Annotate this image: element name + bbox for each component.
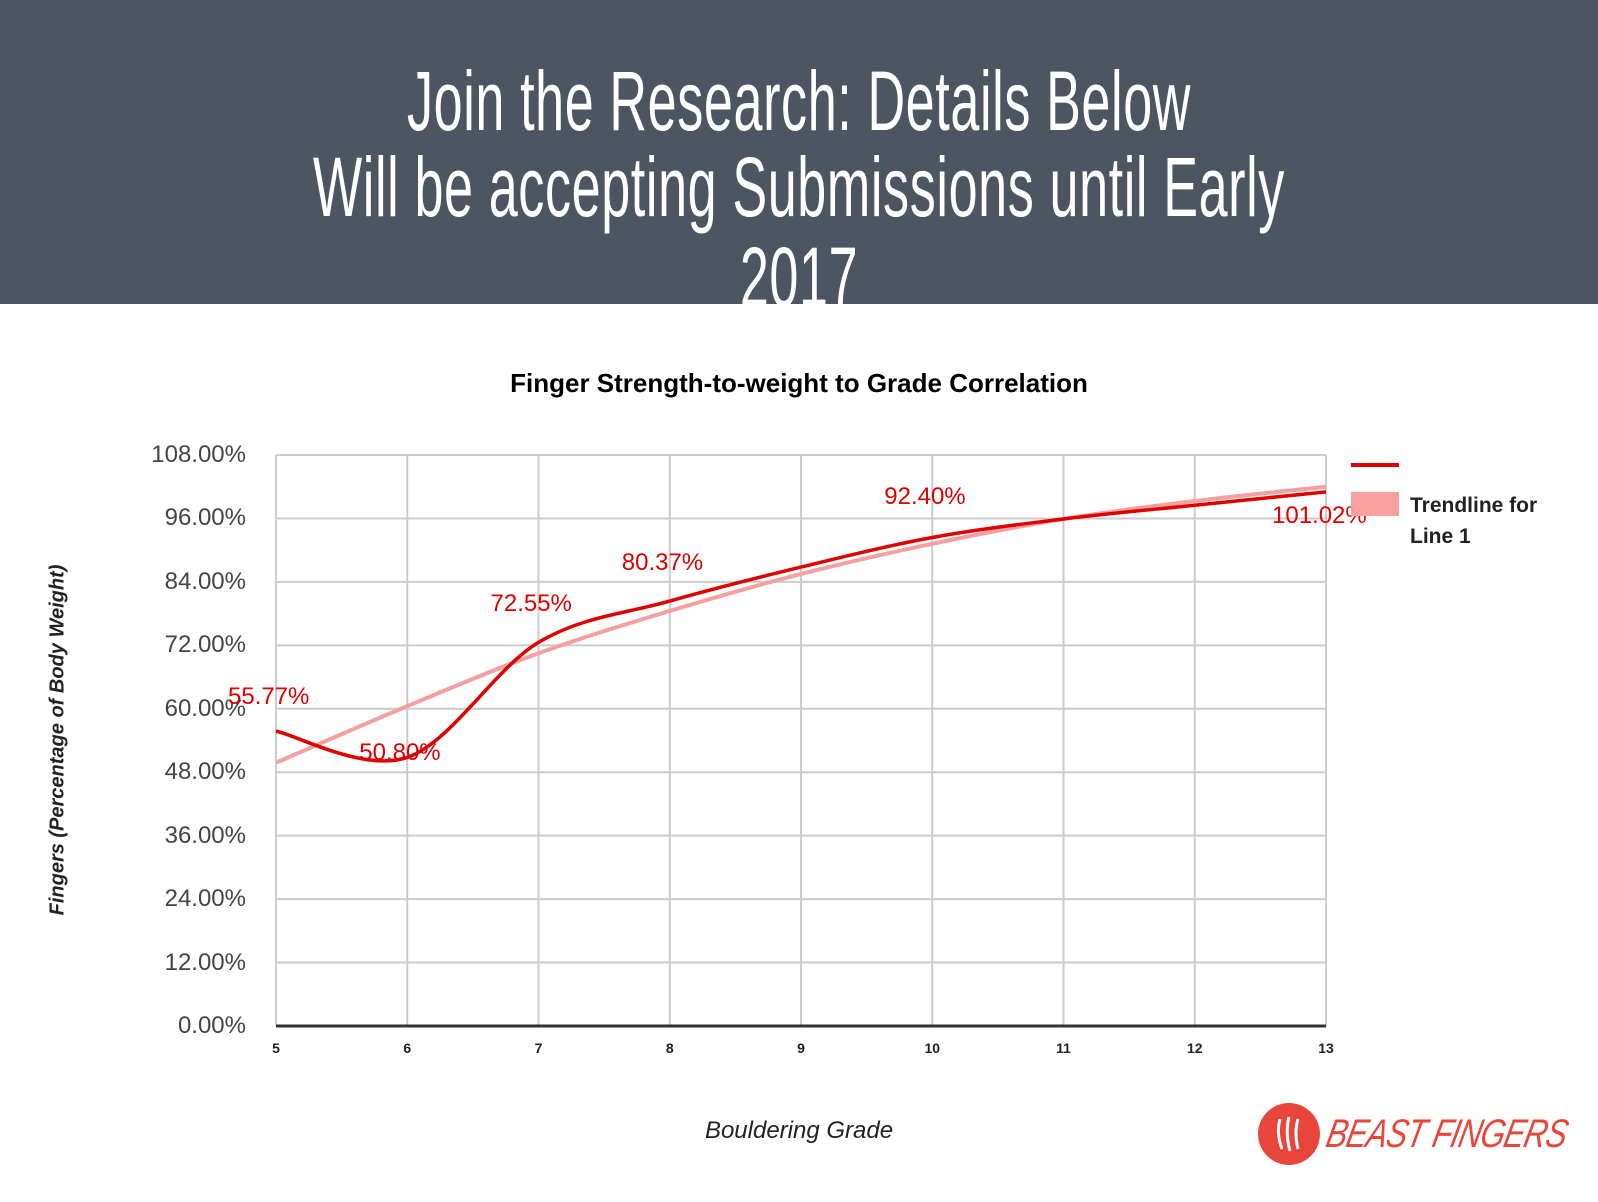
banner-title: Join the Research: Details Below <box>406 54 1192 148</box>
data-point-label: 80.37% <box>621 549 704 577</box>
y-tick-label: 60.00% <box>164 694 246 722</box>
x-axis-label: Bouldering Grade <box>704 1117 894 1144</box>
y-tick-label: 84.00% <box>164 567 246 595</box>
x-tick-label: 13 <box>1318 1040 1334 1056</box>
x-tick-label: 7 <box>534 1040 543 1056</box>
claw-icon <box>1258 1103 1320 1165</box>
legend-series-swatch <box>1351 463 1399 467</box>
data-point-label: 50.80% <box>359 739 441 767</box>
y-tick-label: 96.00% <box>164 504 246 532</box>
legend-trendline-label: Trendline for Line 1 <box>1410 494 1538 548</box>
banner-subtitle: Will be accepting Submissions until Earl… <box>313 140 1285 324</box>
data-point-label: 55.77% <box>228 683 310 711</box>
data-point-label: 101.02% <box>1272 501 1367 529</box>
data-line <box>275 490 1327 763</box>
y-tick-label: 24.00% <box>164 885 246 913</box>
x-tick-label: 12 <box>1186 1040 1203 1056</box>
y-axis-label: Fingers (Percentage of Body Weight) <box>46 564 69 916</box>
x-tick-label: 11 <box>1056 1040 1071 1056</box>
x-tick-label: 5 <box>272 1040 280 1056</box>
x-tick-label: 6 <box>403 1040 412 1056</box>
header-banner: Join the Research: Details Below Will be… <box>0 0 1598 322</box>
brand-wordmark: BEAST FINGERS <box>1322 1112 1572 1156</box>
y-tick-label: 48.00% <box>164 758 246 786</box>
legend-trendline-swatch <box>1351 492 1399 516</box>
x-tick-label: 8 <box>665 1040 674 1056</box>
y-tick-label: 72.00% <box>164 631 246 659</box>
x-tick-label: 10 <box>924 1040 941 1056</box>
data-point-label: 92.40% <box>884 483 966 511</box>
y-tick-label: 36.00% <box>164 821 246 849</box>
y-tick-label: 108.00% <box>151 441 246 468</box>
trendline <box>275 484 1327 765</box>
y-tick-label: 0.00% <box>177 1012 246 1039</box>
data-point-label: 72.55% <box>490 590 572 618</box>
x-tick-label: 9 <box>797 1040 805 1056</box>
chart-title: Finger Strength-to-weight to Grade Corre… <box>510 368 1088 398</box>
y-tick-label: 12.00% <box>164 948 246 976</box>
